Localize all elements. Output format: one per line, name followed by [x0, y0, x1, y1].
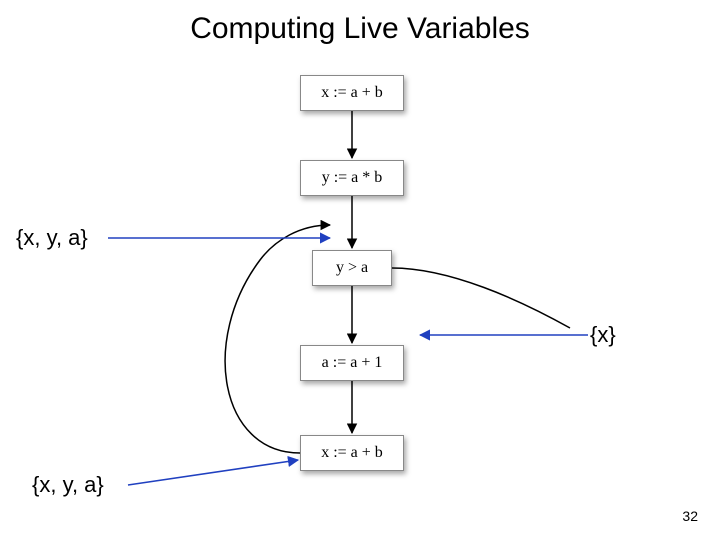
node-assign-y-ab: y := a * b: [300, 160, 404, 196]
node-assign-a-inc: a := a + 1: [300, 345, 404, 381]
slide-title: Computing Live Variables: [0, 12, 720, 46]
node-assign-x-ab: x := a + b: [300, 75, 404, 111]
page-number: 32: [682, 508, 698, 524]
live-set-above-cond: {x, y, a}: [16, 225, 88, 251]
node-cond-y-gt-a: y > a: [312, 250, 392, 286]
pointer-ann3: [128, 460, 298, 485]
live-set-before-last: {x, y, a}: [32, 472, 104, 498]
live-set-after-cond-right: {x}: [590, 322, 616, 348]
edge-n3-exit-right: [392, 268, 570, 328]
node-assign-x-ab-2: x := a + b: [300, 435, 404, 471]
